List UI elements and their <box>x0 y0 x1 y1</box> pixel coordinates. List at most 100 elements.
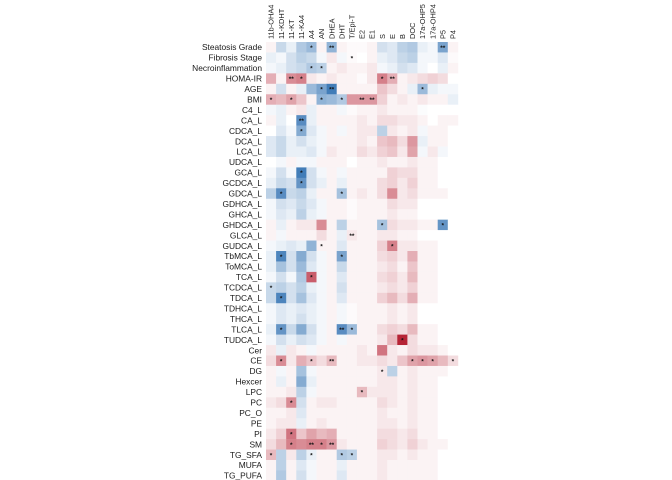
heatmap-cell-homa-ir-t-epi-t <box>346 73 358 85</box>
row-label-lpc: LPC <box>246 387 262 397</box>
row-label-tlca-l: TLCA_L <box>231 324 262 334</box>
heatmap-cell-gcdca-l-dhea <box>326 177 337 189</box>
heatmap-cell-thca-l-a4 <box>306 313 317 325</box>
heatmap-cell-dca-l-11-ka4 <box>296 136 307 147</box>
heatmap-cell-tdca-l-e1 <box>367 292 378 304</box>
heatmap-cell-tdhca-l-17a-ohp4 <box>427 303 438 314</box>
heatmap-cell-hexcer-11-kt <box>286 376 297 388</box>
row-label-steatosis-grade: Steatosis Grade <box>202 42 262 52</box>
significance-mark: ** <box>339 327 345 334</box>
heatmap-cell-age-p4 <box>447 83 459 95</box>
heatmap-cell-steatosis-grade-doc <box>407 42 418 53</box>
heatmap-cell-tg-sfa-b <box>397 449 408 461</box>
heatmap-cell-dca-l-s <box>377 136 388 147</box>
heatmap-cell-tca-l-e2 <box>356 271 368 283</box>
heatmap-cell-gdhca-l-17a-ohp5 <box>417 198 428 210</box>
heatmap-cell-bmi-a4 <box>306 94 317 105</box>
heatmap-cell-tg-pufa-11-kt <box>286 470 297 480</box>
heatmap-cell-tg-pufa-11-ka4 <box>296 470 307 480</box>
heatmap-cell-hexcer-11-kdht <box>276 376 287 388</box>
heatmap-cell-pc-11b-oha4 <box>266 397 277 409</box>
heatmap-cell-tdca-l-11b-oha4 <box>266 292 277 304</box>
heatmap-cell-tg-pufa-dhea <box>326 470 337 480</box>
heatmap-cell-gudca-l-b <box>397 240 408 252</box>
heatmap-cell-lca-l-11-ka4 <box>296 146 307 158</box>
heatmap-cell-glca-l-dht <box>336 230 348 241</box>
heatmap-cell-thca-l-11-ka4 <box>296 313 307 325</box>
heatmap-cell-cer-dht <box>336 345 348 356</box>
heatmap-cell-necroinflammation-p4 <box>447 62 459 74</box>
heatmap-cell-gcdca-l-a4 <box>306 177 317 189</box>
heatmap-cell-tomca-l-p5 <box>437 261 449 273</box>
heatmap-cell-tlca-l-11b-oha4 <box>266 324 277 335</box>
significance-mark: * <box>320 66 323 73</box>
heatmap-cell-cdca-l-an <box>316 125 327 137</box>
heatmap-cell-c4-l-11-kdht <box>276 104 287 116</box>
heatmap-cell-ghca-l-p4 <box>447 209 459 220</box>
heatmap-cell-hexcer-doc <box>407 376 418 388</box>
heatmap-cell-pc-o-e2 <box>356 407 368 419</box>
heatmap-cell-pc-o-11-kt <box>286 407 297 419</box>
column-label-p5: P5 <box>438 30 447 39</box>
heatmap-cell-gdca-l-e2 <box>356 188 368 200</box>
heatmap-cell-dca-l-doc <box>407 136 418 147</box>
heatmap-cell-ghca-l-11-ka4 <box>296 209 307 220</box>
heatmap-cell-tdca-l-17a-ohp4 <box>427 292 438 304</box>
heatmap-cell-sm-11-kdht <box>276 439 287 450</box>
heatmap-cell-tg-pufa-17a-ohp5 <box>417 470 428 480</box>
heatmap-cell-gdhca-l-doc <box>407 198 418 210</box>
heatmap-cell-tg-sfa-11-kt <box>286 449 297 461</box>
heatmap-cell-thca-l-b <box>397 313 408 325</box>
heatmap-cell-fibrosis-stage-p5 <box>437 52 449 64</box>
heatmap-cell-glca-l-e1 <box>367 230 378 241</box>
heatmap-cell-ghdca-l-17a-ohp4 <box>427 219 438 231</box>
heatmap-cell-pc-p4 <box>447 397 459 409</box>
heatmap-cell-tdhca-l-e1 <box>367 303 378 314</box>
heatmap-cell-pc-o-11-ka4 <box>296 407 307 419</box>
heatmap-cell-udca-l-11-ka4 <box>296 156 307 168</box>
heatmap-cell-tdhca-l-17a-ohp5 <box>417 303 428 314</box>
heatmap-cell-c4-l-e2 <box>356 104 368 116</box>
heatmap-cell-tcdca-l-11-kdht <box>276 282 287 294</box>
heatmap-cell-pc-o-doc <box>407 407 418 419</box>
significance-mark: * <box>300 181 303 188</box>
heatmap-cell-tg-pufa-s <box>377 470 388 480</box>
heatmap-cell-steatosis-grade-b <box>397 42 408 53</box>
heatmap-cell-tbmca-l-t-epi-t <box>346 251 358 262</box>
heatmap-cell-cdca-l-e1 <box>367 125 378 137</box>
heatmap-cell-tg-sfa-s <box>377 449 388 461</box>
heatmap-cell-pc-o-t-epi-t <box>346 407 358 419</box>
heatmap-cell-dg-doc <box>407 365 418 377</box>
row-label-thca-l: THCA_L <box>230 314 262 324</box>
heatmap-cell-gdhca-l-11-ka4 <box>296 198 307 210</box>
heatmap-cell-cer-s <box>377 345 388 356</box>
heatmap-cell-gdca-l-e1 <box>367 188 378 200</box>
heatmap-cell-lpc-11-kt <box>286 386 297 398</box>
heatmap-cell-necroinflammation-a4 <box>306 62 317 74</box>
heatmap-cell-udca-l-an <box>316 156 327 168</box>
heatmap-cell-ca-l-t-epi-t <box>346 115 358 126</box>
heatmap-cell-pe-11-ka4 <box>296 418 307 429</box>
heatmap-cell-fibrosis-stage-t-epi-t <box>346 52 358 64</box>
heatmap-cell-dca-l-an <box>316 136 327 147</box>
heatmap-cell-pe-e2 <box>356 418 368 429</box>
heatmap-cell-tcdca-l-doc <box>407 282 418 294</box>
heatmap-cell-steatosis-grade-e <box>387 42 398 53</box>
heatmap-cell-cdca-l-11-kdht <box>276 125 287 137</box>
heatmap-cell-ca-l-17a-ohp4 <box>427 115 438 126</box>
heatmap-cell-cdca-l-11-kt <box>286 125 297 137</box>
heatmap-cell-glca-l-s <box>377 230 388 241</box>
heatmap-cell-pe-dhea <box>326 418 337 429</box>
heatmap-cell-ce-a4 <box>306 355 317 367</box>
heatmap-cell-lca-l-doc <box>407 146 418 158</box>
significance-mark: * <box>381 76 384 83</box>
heatmap-cell-tbmca-l-a4 <box>306 251 317 262</box>
heatmap-cell-ghdca-l-p4 <box>447 219 459 231</box>
heatmap-cell-tg-pufa-p4 <box>447 470 459 480</box>
heatmap-cell-c4-l-e <box>387 104 398 116</box>
heatmap-cell-age-e2 <box>356 83 368 95</box>
heatmap-cell-tlca-l-doc <box>407 324 418 335</box>
heatmap-cell-tdca-l-doc <box>407 292 418 304</box>
heatmap-cell-pe-17a-ohp5 <box>417 418 428 429</box>
